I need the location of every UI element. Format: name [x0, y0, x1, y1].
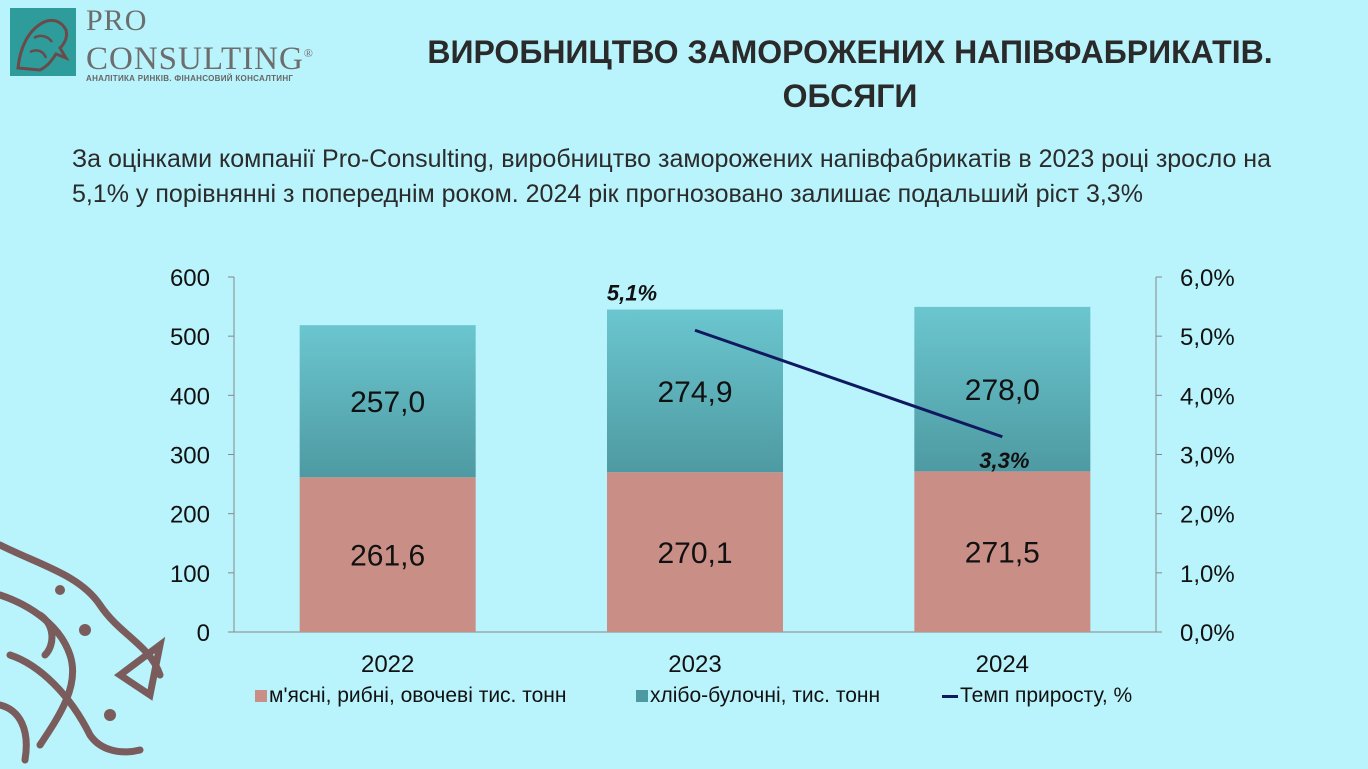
y2-tick-label: 0,0% [1180, 620, 1235, 647]
data-label-bakery: 274,9 [657, 376, 732, 409]
y2-tick-label: 2,0% [1180, 502, 1235, 529]
data-label-bakery: 257,0 [350, 386, 425, 419]
legend-label-bakery: хлібо-булочні, тис. тонн [650, 684, 880, 708]
y-tick-label: 200 [170, 502, 210, 529]
y2-tick-label: 4,0% [1180, 383, 1235, 410]
y-tick-label: 300 [170, 443, 210, 470]
data-label-growth: 5,1% [607, 280, 657, 305]
x-tick-label: 2024 [976, 651, 1029, 678]
legend-label-growth: Темп приросту, % [960, 684, 1132, 708]
legend-item-meat: м'ясні, рибні, овочеві тис. тонн [255, 684, 567, 708]
y-tick-label: 600 [170, 265, 210, 292]
y2-tick-label: 3,0% [1180, 443, 1235, 470]
data-label-bakery: 278,0 [965, 374, 1040, 407]
y-tick-label: 400 [170, 383, 210, 410]
x-tick-label: 2022 [361, 651, 414, 678]
data-label-meat: 261,6 [350, 540, 425, 573]
y2-tick-label: 1,0% [1180, 561, 1235, 588]
legend-swatch-bakery [636, 690, 648, 702]
y2-tick-label: 5,0% [1180, 324, 1235, 351]
legend-line-growth [942, 695, 958, 698]
y2-tick-label: 6,0% [1180, 265, 1235, 292]
x-tick-label: 2023 [668, 651, 721, 678]
legend-item-growth: Темп приросту, % [942, 684, 1132, 708]
legend-swatch-meat [255, 690, 267, 702]
data-label-growth: 3,3% [979, 448, 1029, 473]
y-tick-label: 500 [170, 324, 210, 351]
legend-label-meat: м'ясні, рибні, овочеві тис. тонн [269, 684, 567, 708]
y-tick-label: 0 [197, 620, 210, 647]
legend-item-bakery: хлібо-булочні, тис. тонн [636, 684, 880, 708]
y-tick-label: 100 [170, 561, 210, 588]
data-label-meat: 271,5 [965, 537, 1040, 570]
data-label-meat: 270,1 [657, 537, 732, 570]
